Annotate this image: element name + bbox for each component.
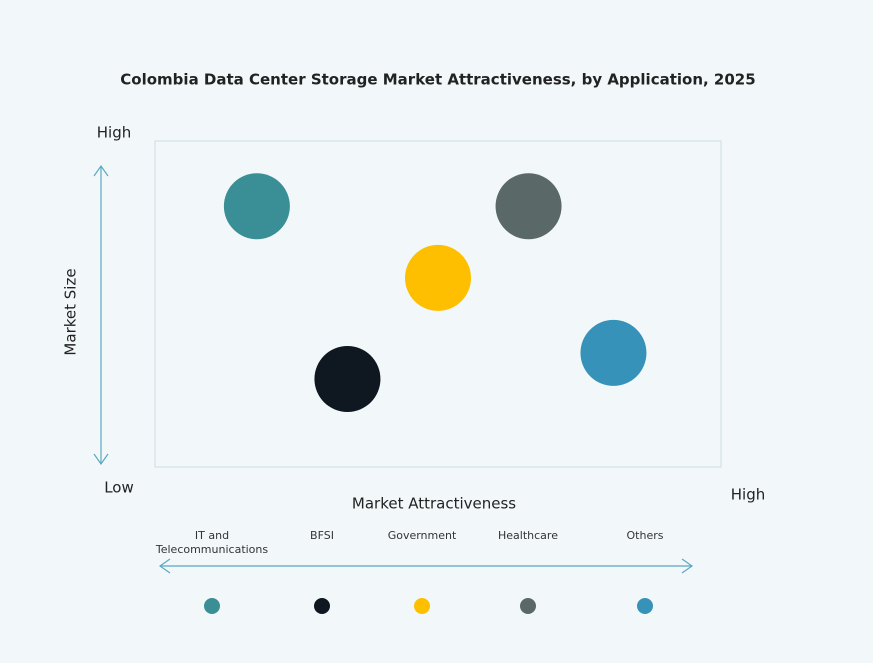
x-high-label: High <box>731 486 765 504</box>
bubble <box>223 173 290 240</box>
legend-dot <box>204 598 220 614</box>
low-label: Low <box>104 479 134 497</box>
legend-label: Government <box>387 529 457 542</box>
y-axis-label: Market Size <box>62 268 80 355</box>
legend-label: BFSI <box>310 529 334 542</box>
legend-dot <box>414 598 430 614</box>
legend-label: IT and Telecommunications <box>155 529 269 556</box>
legend-dot <box>637 598 653 614</box>
legend-arrow <box>158 558 694 574</box>
legend-dot <box>314 598 330 614</box>
bubble <box>405 244 471 311</box>
bubble <box>495 173 562 240</box>
plot-frame <box>154 140 722 468</box>
y-high-label: High <box>97 124 131 142</box>
x-axis-label: Market Attractiveness <box>352 495 516 513</box>
legend-dot <box>520 598 536 614</box>
legend-label: Healthcare <box>498 529 558 542</box>
bubble <box>314 345 381 412</box>
legend-label: Others <box>626 529 664 542</box>
bubble <box>580 319 647 386</box>
y-arrow <box>93 164 109 466</box>
chart-title: Colombia Data Center Storage Market Attr… <box>120 71 755 89</box>
